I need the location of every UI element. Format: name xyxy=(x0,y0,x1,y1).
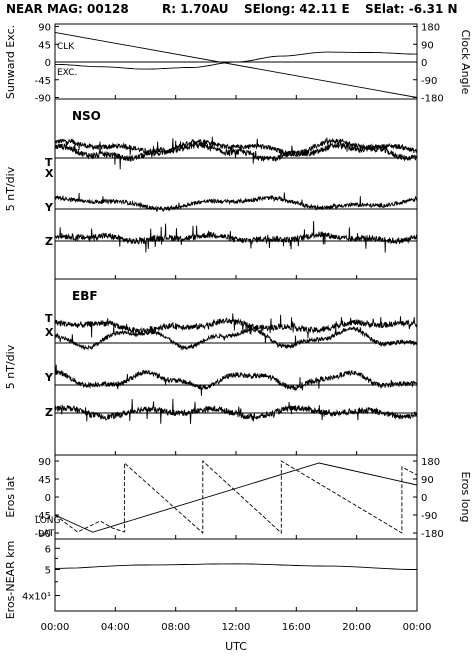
eros-right-tick-label: -180 xyxy=(421,529,444,540)
title-selong: SElong: 42.11 E xyxy=(244,2,350,16)
eros-left-tick-label: 90 xyxy=(38,457,51,468)
eros-lat-letter: LAT xyxy=(38,529,55,539)
eros-ylabel-left: Eros lat xyxy=(4,476,17,518)
panel-distance-frame xyxy=(54,538,418,612)
x-tick-label: 00:00 xyxy=(403,622,432,633)
x-tick-label: 00:00 xyxy=(41,622,70,633)
ebf-t-trace xyxy=(54,313,418,339)
angles-right-tick-label: 90 xyxy=(421,40,434,51)
ebf-x-trace xyxy=(54,326,418,351)
nso-y-label: Y xyxy=(44,201,54,214)
x-tick-label: 04:00 xyxy=(101,622,130,633)
distance-tick-label: 4x10¹ xyxy=(22,591,51,602)
nso-t-label: T xyxy=(45,156,53,169)
eros-left-tick-label: 45 xyxy=(38,475,51,486)
nso-x-trace xyxy=(54,136,418,170)
x-axis-label: UTC xyxy=(225,640,247,653)
title-selat: SElat: -6.31 N xyxy=(365,2,458,16)
angles-left-tick-label: -45 xyxy=(35,76,51,87)
eros-right-tick-label: -90 xyxy=(421,511,437,522)
nso-y-trace xyxy=(54,192,418,213)
ebf-x-label: X xyxy=(45,326,54,339)
eros-right-tick-label: 180 xyxy=(421,457,440,468)
angles-left-tick-label: 0 xyxy=(45,58,51,69)
ebf-y-label: Y xyxy=(44,371,54,384)
angles-right-tick-label: -90 xyxy=(421,76,437,87)
panel-nso-frame xyxy=(54,98,418,280)
clock-angle-series xyxy=(54,31,418,98)
eros-left-tick-label: 0 xyxy=(45,493,51,504)
eros-left-tick-label: -45 xyxy=(35,511,51,522)
title-instrument: NEAR MAG: 00128 xyxy=(6,2,129,16)
angles-ylabel-right: Clock Angle xyxy=(459,30,472,95)
x-tick-label: 16:00 xyxy=(282,622,311,633)
nso-z-label: Z xyxy=(45,235,53,248)
eros-long-letter: LONG xyxy=(35,516,61,526)
nso-label: NSO xyxy=(72,109,101,123)
ebf-y-trace xyxy=(54,364,418,396)
eros-long-series xyxy=(54,459,418,535)
x-tick-label: 08:00 xyxy=(161,622,190,633)
ebf-z-trace xyxy=(54,398,418,424)
title-range: R: 1.70AU xyxy=(162,2,229,16)
angles-right-tick-label: 0 xyxy=(421,58,427,69)
angles-exc-label: EXC. xyxy=(57,68,77,78)
eros-lat-series xyxy=(54,462,418,533)
angles-right-tick-label: 180 xyxy=(421,23,440,34)
sunward-exc-series xyxy=(55,51,417,70)
distance-ylabel: Eros-NEAR km xyxy=(4,541,17,620)
angles-ylabel-left: Sunward Exc. xyxy=(4,25,17,99)
x-tick-label: 20:00 xyxy=(342,622,371,633)
panel-ebf-frame xyxy=(54,278,418,456)
angles-clk-label: CLK xyxy=(57,42,75,52)
eros-left-tick-label: -90 xyxy=(35,529,51,540)
nso-t-trace xyxy=(55,137,418,158)
nso-ylabel: 5 nT/div xyxy=(4,166,17,211)
distance-tick-label: 6 xyxy=(45,544,51,555)
eros-right-tick-label: 90 xyxy=(421,475,434,486)
nso-z-trace xyxy=(54,220,418,253)
distance-tick-label: 5 xyxy=(45,566,51,577)
angles-right-tick-label: -180 xyxy=(421,94,444,105)
x-tick-label: 12:00 xyxy=(222,622,251,633)
ebf-ylabel: 5 nT/div xyxy=(4,344,17,389)
eros-right-tick-label: 0 xyxy=(421,493,427,504)
eros-ylabel-right: Eros long xyxy=(459,472,472,523)
angles-left-tick-label: -90 xyxy=(35,94,51,105)
ebf-z-label: Z xyxy=(45,406,53,419)
distance-series xyxy=(54,563,417,570)
ebf-t-label: T xyxy=(45,312,53,325)
nso-x-label: X xyxy=(45,167,54,180)
angles-left-tick-label: 90 xyxy=(38,23,51,34)
angles-left-tick-label: 45 xyxy=(38,40,51,51)
ebf-label: EBF xyxy=(72,289,98,303)
